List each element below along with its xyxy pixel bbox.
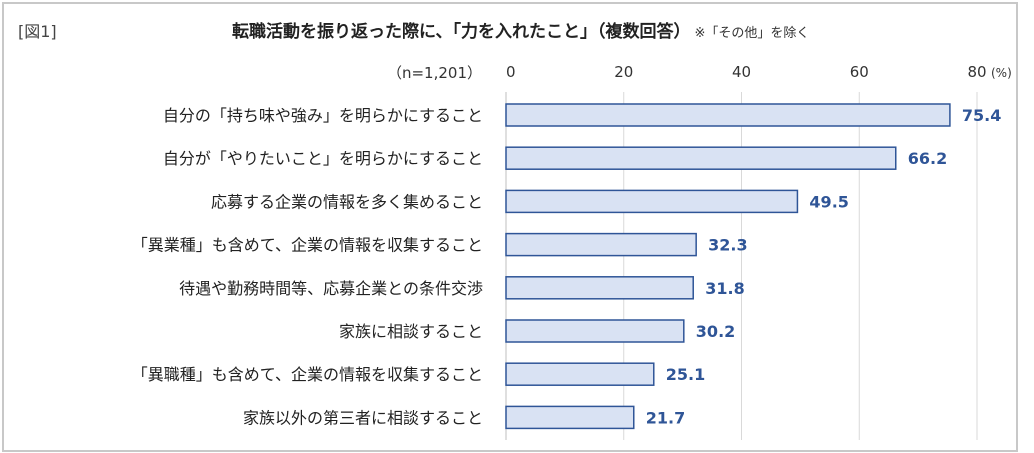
bar: [505, 405, 635, 430]
value-label: 25.1: [666, 365, 705, 384]
chart-frame: [2, 2, 1018, 452]
sample-size: （n=1,201）: [386, 64, 482, 82]
unit-label: (%): [991, 66, 1012, 80]
value-label: 31.8: [705, 279, 744, 298]
tick-label: 60: [850, 63, 869, 81]
tick-label: 20: [614, 63, 633, 81]
category-label: 自分が「やりたいこと」を明らかにすること: [163, 149, 483, 168]
bar: [505, 362, 655, 386]
chart-title-block: 転職活動を振り返った際に、「力を入れたこと」（複数回答） ※「その他」を除く: [232, 17, 809, 42]
category-label: 「異職種」も含めて、企業の情報を収集すること: [132, 365, 483, 384]
value-label: 66.2: [908, 149, 947, 168]
figure-label: [図1]: [18, 22, 57, 41]
tick-label: 80: [967, 63, 986, 81]
bar: [505, 232, 697, 257]
chart-title: 転職活動を振り返った際に、「力を入れたこと」（複数回答）: [232, 22, 691, 42]
category-label: 家族以外の第三者に相談すること: [243, 408, 483, 427]
value-label: 32.3: [708, 236, 747, 255]
value-label: 30.2: [696, 322, 735, 341]
value-label: 75.4: [962, 106, 1001, 125]
bar: [505, 103, 951, 127]
bar: [505, 189, 799, 214]
chart-note: ※「その他」を除く: [694, 26, 810, 41]
category-label: 「異業種」も含めて、企業の情報を収集すること: [132, 236, 483, 255]
bar: [505, 276, 694, 300]
value-label: 49.5: [809, 192, 848, 211]
category-label: 待遇や勤務時間等、応募企業との条件交渉: [179, 279, 483, 298]
bar: [505, 319, 685, 343]
category-label: 応募する企業の情報を多く集めること: [211, 192, 483, 211]
category-label: 自分の「持ち味や強み」を明らかにすること: [163, 106, 483, 125]
tick-label: 40: [732, 63, 751, 81]
category-label: 家族に相談すること: [339, 322, 483, 341]
value-label: 21.7: [646, 408, 685, 427]
bar: [505, 146, 897, 170]
tick-label: 0: [506, 63, 516, 81]
